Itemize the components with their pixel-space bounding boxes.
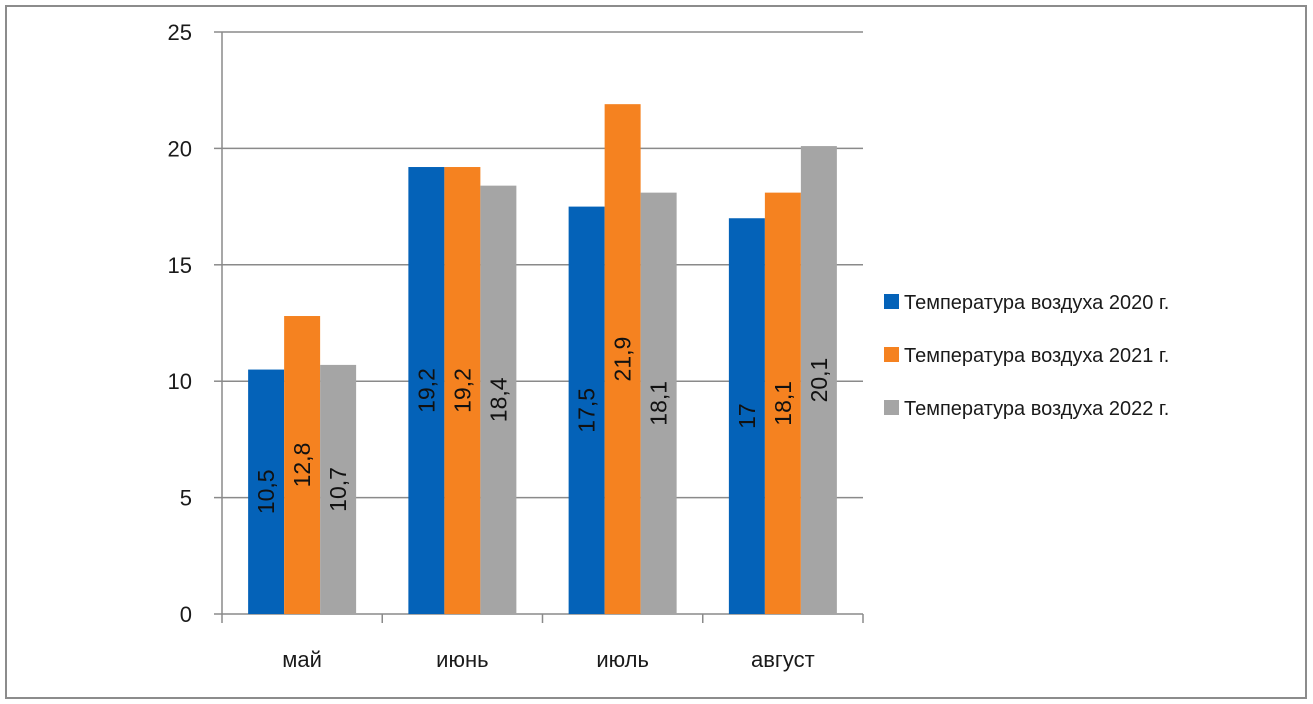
legend-entry: Температура воздуха 2020 г.: [904, 292, 1169, 314]
bar: [444, 167, 481, 615]
bar: [284, 316, 321, 614]
category-label: июль: [596, 647, 649, 672]
data-label: 17,5: [574, 388, 600, 433]
bar: [764, 192, 801, 614]
bar: [604, 104, 641, 614]
bar: [640, 192, 677, 614]
y-tick-label: 25: [168, 20, 192, 45]
data-label: 19,2: [449, 368, 475, 413]
y-tick-label: 20: [168, 136, 192, 161]
y-tick-label: 5: [180, 486, 192, 511]
data-label: 20,1: [806, 358, 832, 403]
bar: [568, 206, 605, 614]
bar: [728, 218, 765, 615]
legend-swatch: [884, 400, 899, 415]
data-label: 21,9: [610, 337, 636, 382]
data-label: 18,4: [485, 377, 511, 422]
bar: [408, 167, 445, 615]
legend-entry: Температура воздуха 2022 г.: [904, 398, 1169, 420]
y-tick-label: 15: [168, 253, 192, 278]
data-label: 18,1: [646, 381, 672, 426]
category-label: июнь: [436, 647, 488, 672]
bar: [480, 185, 517, 614]
legend-swatch: [884, 347, 899, 362]
legend-entry: Температура воздуха 2021 г.: [904, 345, 1169, 367]
bar: [800, 146, 837, 614]
y-tick-label: 0: [180, 602, 192, 627]
category-label: август: [751, 647, 815, 672]
data-label: 12,8: [289, 443, 315, 488]
data-label: 17: [734, 403, 760, 429]
data-label: 10,7: [325, 467, 351, 512]
bar: [248, 369, 285, 614]
data-label: 10,5: [253, 469, 279, 514]
data-label: 19,2: [413, 368, 439, 413]
data-label: 18,1: [770, 381, 796, 426]
y-tick-label: 10: [168, 369, 192, 394]
bar: [320, 364, 357, 614]
legend-swatch: [884, 294, 899, 309]
category-label: май: [282, 647, 322, 672]
